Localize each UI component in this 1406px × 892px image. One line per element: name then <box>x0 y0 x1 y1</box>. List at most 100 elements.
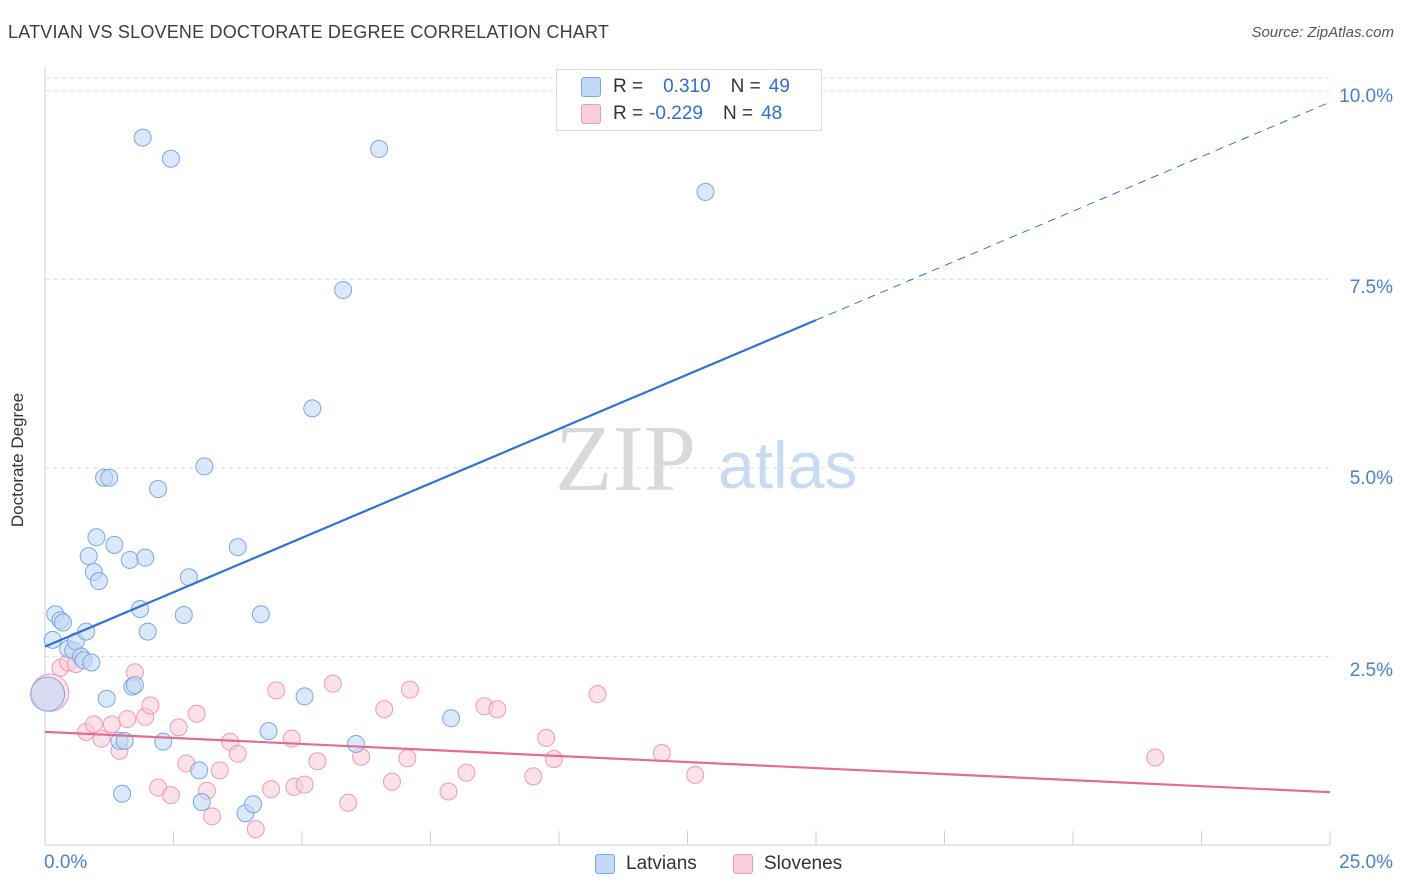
latvians-point <box>154 732 173 751</box>
slovenes-point <box>187 704 206 723</box>
slovenes-point <box>267 681 286 700</box>
latvians-point <box>259 722 278 741</box>
slovenes-point <box>375 700 394 719</box>
latvians-point <box>97 689 116 708</box>
bottom-legend-latvians[interactable]: Latvians <box>595 853 697 875</box>
latvians-point <box>346 734 365 753</box>
latvians-point <box>228 538 247 557</box>
slovenes-point <box>169 718 188 737</box>
y-tick-label-10: 10.0% <box>1339 86 1393 107</box>
bottom-legend-latvians-label: Latvians <box>626 853 697 874</box>
legend-row-slovenes: R = -0.229 N = 48 <box>581 102 782 126</box>
chart-title: LATVIAN VS SLOVENE DOCTORATE DEGREE CORR… <box>8 22 610 42</box>
latvians-n-label: N = <box>730 76 761 97</box>
slovenes-trend-line <box>44 730 1331 794</box>
bottom-legend-slovenes-label: Slovenes <box>764 853 843 874</box>
slovenes-point <box>102 715 121 734</box>
slovenes-point <box>295 775 314 794</box>
slovenes-point <box>537 728 556 747</box>
latvians-point <box>133 128 152 147</box>
y-tick-label-5: 5.0% <box>1349 468 1393 489</box>
latvians-r-label: R = <box>613 76 644 97</box>
slovenes-point <box>398 749 417 768</box>
latvians-point <box>30 676 66 712</box>
x-tick-label-min: 0.0% <box>44 852 88 873</box>
slovenes-point <box>262 780 281 799</box>
latvians-point <box>161 149 180 168</box>
y-tick-label-7-5: 7.5% <box>1349 277 1393 298</box>
slovenes-point <box>161 786 180 805</box>
slovenes-point <box>524 767 543 786</box>
latvians-point <box>370 139 389 158</box>
correlation-legend: R = 0.310 N = 49 R = -0.229 N = 48 <box>556 69 822 131</box>
latvians-point <box>244 795 263 814</box>
slovenes-point <box>686 765 705 784</box>
latvians-point <box>53 613 72 632</box>
slovenes-point <box>652 743 671 762</box>
latvians-point <box>696 182 715 201</box>
slovenes-point <box>339 793 358 812</box>
latvians-points <box>30 128 715 823</box>
latvians-point <box>87 528 106 547</box>
slovenes-point <box>228 744 247 763</box>
latvians-point <box>100 468 119 487</box>
slovenes-n-label: N = <box>722 103 754 124</box>
y-tick-label-2-5: 2.5% <box>1349 660 1393 681</box>
slovenes-point <box>246 820 265 839</box>
latvians-trend-line <box>44 319 817 648</box>
latvians-point <box>334 280 353 299</box>
watermark: ZIP atlas <box>555 407 857 511</box>
slovenes-point <box>92 729 111 748</box>
latvians-point <box>82 653 101 672</box>
slovenes-point <box>141 696 160 715</box>
latvians-point <box>442 709 461 728</box>
slovenes-point <box>588 685 607 704</box>
slovenes-point <box>308 752 327 771</box>
latvians-trend-extension <box>815 101 1331 321</box>
legend-row-latvians: R = 0.310 N = 49 <box>581 75 790 99</box>
slovenes-point <box>118 710 137 729</box>
x-tick-label-max: 25.0% <box>1339 852 1393 873</box>
source-label: Source: ZipAtlas.com <box>1251 24 1394 41</box>
slovenes-point <box>210 761 229 780</box>
slovenes-r-label: R = <box>613 103 644 124</box>
latvians-r-value: 0.310 <box>663 76 711 97</box>
slovenes-point <box>382 772 401 791</box>
latvians-point <box>105 535 124 554</box>
latvians-point <box>195 457 214 476</box>
bottom-legend-slovenes-swatch <box>733 854 753 874</box>
slovenes-point <box>457 763 476 782</box>
latvians-point <box>295 687 314 706</box>
slovenes-point <box>84 715 103 734</box>
slovenes-n-value: 48 <box>761 103 783 124</box>
latvians-point <box>174 605 193 624</box>
latvians-point <box>251 605 270 624</box>
slovenes-point <box>400 680 419 699</box>
latvians-point <box>136 548 155 567</box>
latvians-swatch <box>581 77 601 97</box>
slovenes-point <box>544 750 563 769</box>
latvians-point <box>192 793 211 812</box>
y-axis-title: Doctorate Degree <box>8 392 27 528</box>
slovenes-swatch <box>581 104 601 124</box>
latvians-point <box>125 676 144 695</box>
bottom-legend-slovenes[interactable]: Slovenes <box>733 853 842 875</box>
slovenes-r-value: -0.229 <box>649 103 703 124</box>
latvians-point <box>149 480 168 499</box>
slovenes-point <box>439 782 458 801</box>
slovenes-point <box>323 674 342 693</box>
latvians-point <box>138 622 157 641</box>
trend-lines <box>44 101 1331 794</box>
bottom-legend-latvians-swatch <box>595 854 615 874</box>
latvians-point <box>190 761 209 780</box>
latvians-point <box>89 572 108 591</box>
gridlines <box>45 77 1330 657</box>
watermark-zip: ZIP <box>555 407 696 511</box>
latvians-point <box>113 784 132 803</box>
watermark-atlas: atlas <box>718 428 857 502</box>
latvians-n-value: 49 <box>768 76 790 97</box>
slovenes-point <box>203 807 222 826</box>
latvians-point <box>120 550 139 569</box>
slovenes-point <box>1146 748 1165 767</box>
latvians-point <box>79 547 98 566</box>
